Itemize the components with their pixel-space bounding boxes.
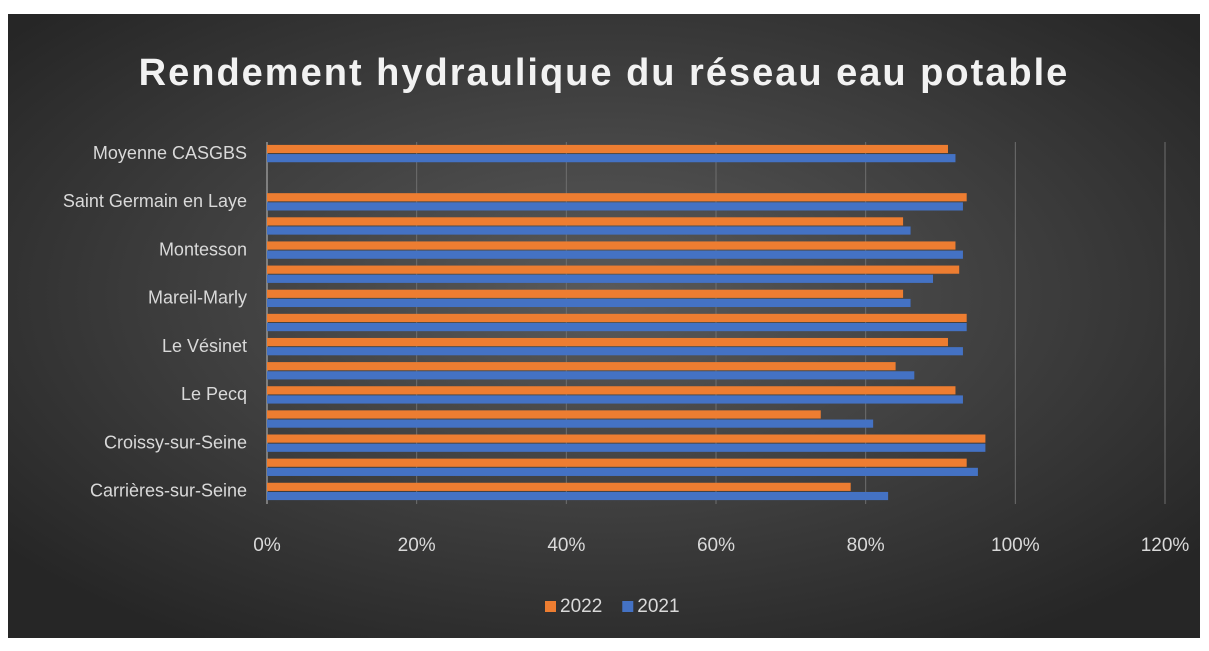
bar <box>267 313 967 322</box>
bar <box>267 323 967 332</box>
bar <box>267 467 978 476</box>
x-tick-label: 100% <box>991 535 1040 556</box>
bar <box>267 144 948 154</box>
x-tick-label: 60% <box>697 535 735 556</box>
x-tick-label: 20% <box>398 535 436 556</box>
bar <box>267 250 963 259</box>
bar <box>267 395 963 404</box>
x-tick-label: 120% <box>1141 535 1190 556</box>
bar <box>267 410 821 419</box>
y-tick-label: Moyenne CASGBS <box>93 143 247 163</box>
bar <box>267 265 960 274</box>
bar <box>267 443 986 452</box>
legend-label: 2021 <box>637 596 679 617</box>
y-tick-label: Saint Germain en Laye <box>63 191 247 211</box>
bar <box>267 274 934 283</box>
y-tick-label: Croissy-sur-Seine <box>104 432 247 452</box>
legend-swatch <box>545 601 556 612</box>
bar <box>267 434 986 443</box>
y-tick-label: Mareil-Marly <box>148 288 247 308</box>
bar <box>267 419 874 428</box>
bar <box>267 241 956 250</box>
x-tick-label: 40% <box>547 535 585 556</box>
y-tick-label: Le Pecq <box>181 384 247 404</box>
x-tick-label: 0% <box>253 535 281 556</box>
chart-title: Rendement hydraulique du réseau eau pota… <box>139 52 1070 94</box>
bar <box>267 371 915 380</box>
y-tick-label: Montesson <box>159 239 247 259</box>
legend-swatch <box>622 601 634 612</box>
bar <box>267 482 851 491</box>
bar <box>267 491 889 501</box>
bar <box>267 217 904 226</box>
bar <box>267 347 963 356</box>
bar <box>267 202 963 211</box>
bar <box>267 298 911 308</box>
bar <box>267 226 911 235</box>
x-tick-label: 80% <box>847 535 885 556</box>
bar <box>267 193 967 202</box>
bar <box>267 362 896 371</box>
legend-label: 2022 <box>560 596 602 617</box>
bar <box>267 337 948 347</box>
bar <box>267 458 967 467</box>
y-tick-label: Le Vésinet <box>162 336 247 356</box>
bar <box>267 386 956 395</box>
y-tick-label: Carrières-sur-Seine <box>90 481 247 501</box>
bar <box>267 289 904 298</box>
bar <box>267 154 956 163</box>
